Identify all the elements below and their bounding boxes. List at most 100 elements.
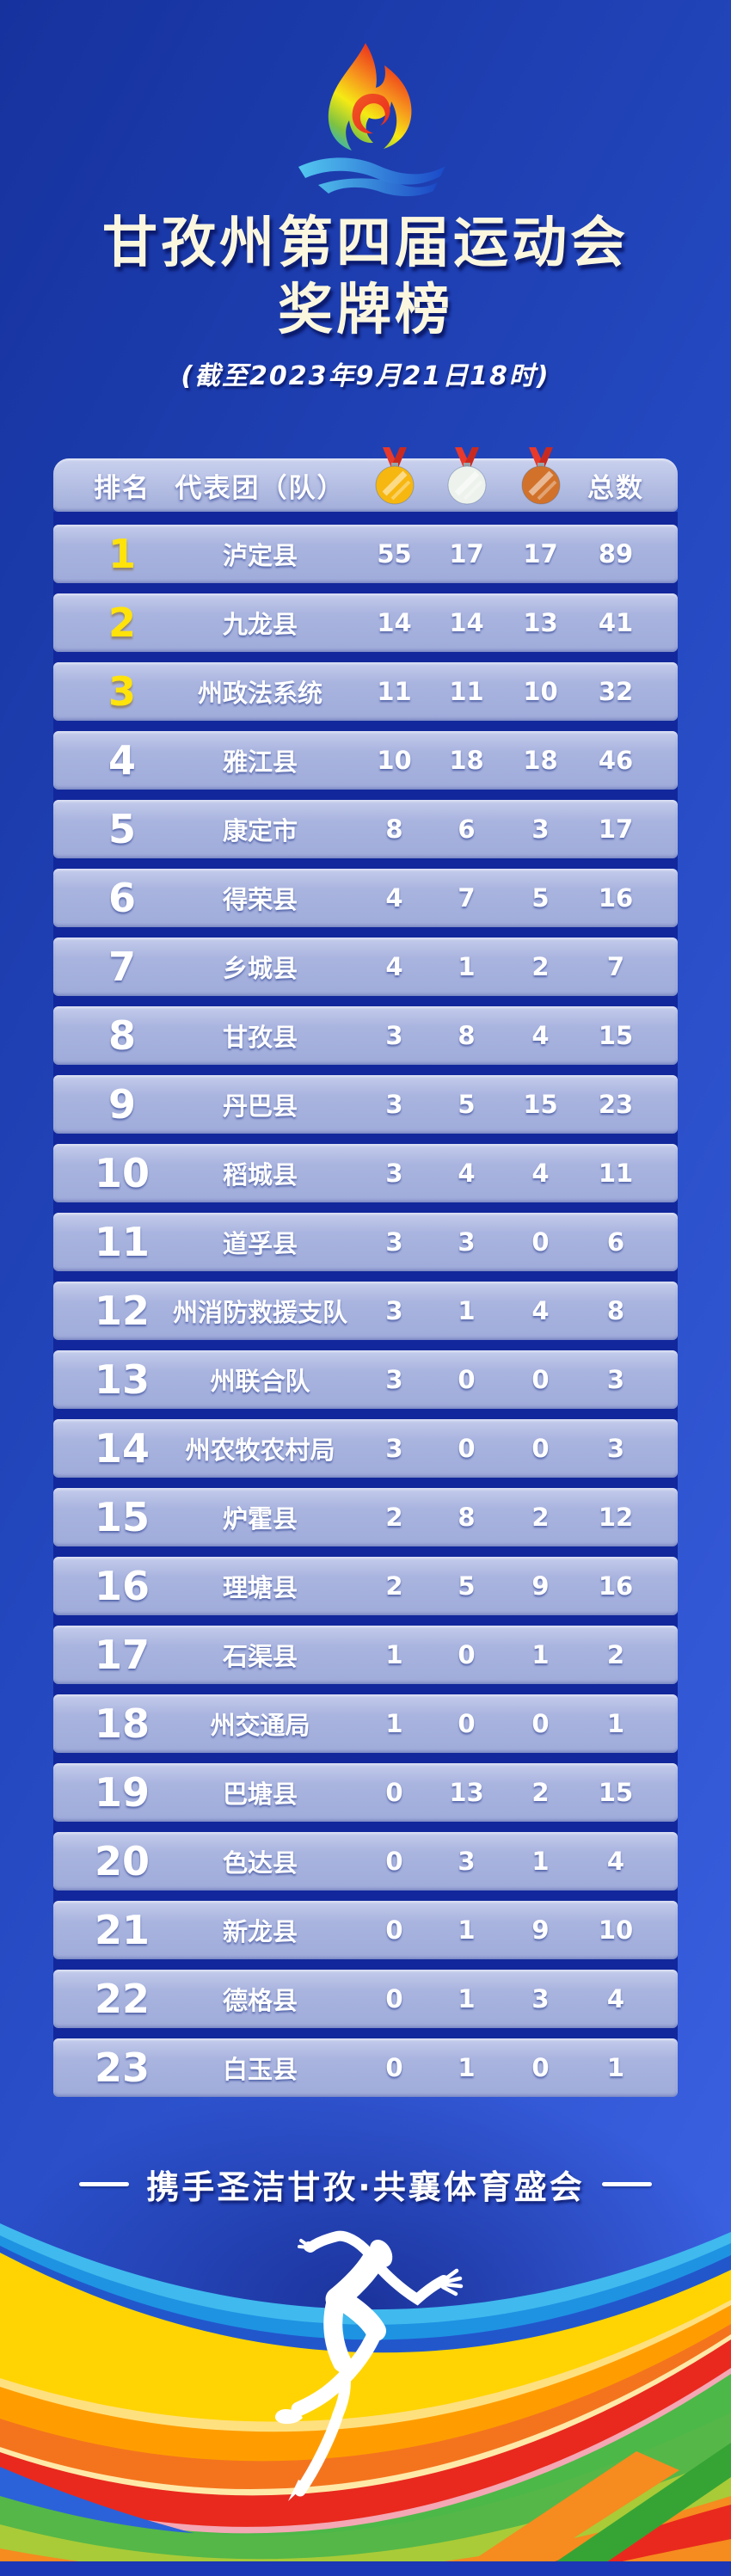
- rank-value: 17: [94, 1632, 150, 1678]
- bronze-count: 2: [531, 1503, 550, 1532]
- team-name: 稻城县: [222, 1160, 298, 1190]
- rank-value: 5: [108, 806, 136, 852]
- team-name: 德格县: [222, 1986, 298, 2015]
- page-title-line1: 甘孜州第四届运动会: [102, 212, 629, 275]
- bronze-count: 0: [531, 1709, 550, 1738]
- team-name: 甘孜县: [222, 1023, 298, 1052]
- table-row: 22 德格县 0 1 3 4: [53, 1970, 678, 2028]
- team-name: 新龙县: [222, 1917, 298, 1946]
- silver-count: 8: [458, 1021, 476, 1050]
- total-count: 41: [598, 608, 634, 637]
- rank-value: 15: [94, 1494, 150, 1540]
- bronze-count: 3: [531, 815, 550, 844]
- team-name: 道孚县: [222, 1229, 298, 1258]
- bronze-count: 0: [531, 1227, 550, 1257]
- gold-count: 3: [385, 1090, 403, 1119]
- rank-column-header: 排名: [94, 472, 150, 504]
- team-name: 炉霍县: [222, 1504, 298, 1534]
- team-name: 州交通局: [210, 1711, 310, 1740]
- team-name: 石渠县: [222, 1642, 298, 1671]
- bronze-count: 13: [523, 608, 558, 637]
- silver-count: 5: [458, 1571, 476, 1601]
- gold-count: 8: [385, 815, 403, 844]
- silver-count: 1: [458, 952, 476, 981]
- table-row: 18 州交通局 1 0 0 1: [53, 1694, 678, 1753]
- gold-count: 3: [385, 1365, 403, 1394]
- silver-count: 11: [449, 677, 484, 706]
- rank-value: 9: [108, 1081, 136, 1128]
- gold-count: 2: [385, 1571, 403, 1601]
- total-count: 32: [598, 677, 634, 706]
- table-row: 10 稻城县 3 4 4 11: [53, 1144, 678, 1202]
- page-title-line2: 奖牌榜: [278, 279, 453, 342]
- total-count: 4: [606, 1847, 625, 1876]
- bronze-count: 4: [531, 1021, 550, 1050]
- gold-count: 1: [385, 1640, 403, 1669]
- table-row: 20 色达县 0 3 1 4: [53, 1832, 678, 1891]
- silver-count: 4: [458, 1159, 476, 1188]
- silver-count: 14: [449, 608, 484, 637]
- gold-count: 3: [385, 1434, 403, 1463]
- total-count: 17: [598, 815, 634, 844]
- gold-count: 1: [385, 1709, 403, 1738]
- rank-value: 7: [108, 944, 136, 990]
- table-row: 3 州政法系统 11 11 10 32: [53, 662, 678, 721]
- rank-value: 22: [94, 1976, 150, 2022]
- table-row: 19 巴塘县 0 13 2 15: [53, 1763, 678, 1822]
- silver-count: 7: [458, 883, 476, 913]
- team-name: 巴塘县: [222, 1780, 298, 1809]
- rank-value: 8: [108, 1012, 136, 1059]
- silver-count: 1: [458, 1915, 476, 1945]
- table-row: 6 得荣县 4 7 5 16: [53, 869, 678, 927]
- gold-column-header: [329, 447, 430, 506]
- silver-count: 1: [458, 1984, 476, 2013]
- total-count: 1: [606, 1709, 625, 1738]
- slogan-dash-right: [601, 2182, 652, 2186]
- bronze-count: 9: [531, 1571, 550, 1601]
- bottom-bar: [0, 2561, 731, 2576]
- team-name: 州消防救援支队: [173, 1298, 348, 1327]
- bronze-count: 4: [531, 1159, 550, 1188]
- runner-icon: [274, 2230, 464, 2501]
- silver-count: 0: [458, 1640, 476, 1669]
- rank-value: 1: [108, 531, 136, 577]
- bronze-medal-icon: [521, 447, 560, 505]
- table-row: 2 九龙县 14 14 13 41: [53, 593, 678, 652]
- silver-count: 13: [449, 1778, 484, 1807]
- rank-value: 21: [94, 1907, 150, 1953]
- slogan-banner: 携手圣洁甘孜·共襄体育盛会: [0, 2161, 731, 2208]
- bronze-count: 1: [531, 1847, 550, 1876]
- total-count: 16: [598, 1571, 634, 1601]
- total-count: 4: [606, 1984, 625, 2013]
- silver-count: 3: [458, 1847, 476, 1876]
- bronze-count: 0: [531, 1365, 550, 1394]
- silver-count: 0: [458, 1434, 476, 1463]
- team-name: 白玉县: [222, 2055, 298, 2084]
- gold-count: 4: [385, 883, 403, 913]
- rank-value: 3: [108, 668, 136, 715]
- rank-value: 19: [94, 1769, 150, 1816]
- silver-count: 1: [458, 2053, 476, 2082]
- rank-value: 16: [94, 1563, 150, 1609]
- silver-count: 8: [458, 1503, 476, 1532]
- bronze-count: 9: [531, 1915, 550, 1945]
- bronze-count: 17: [523, 539, 558, 569]
- gold-count: 3: [385, 1021, 403, 1050]
- team-name: 康定市: [222, 816, 298, 845]
- gold-count: 0: [385, 1915, 403, 1945]
- medal-table: 排名 代表团（队） 总数 1 泸定县 55 17: [53, 447, 678, 2097]
- gold-count: 4: [385, 952, 403, 981]
- silver-count: 0: [458, 1709, 476, 1738]
- gold-count: 14: [377, 608, 412, 637]
- total-count: 10: [598, 1915, 634, 1945]
- team-name: 州农牧农村局: [185, 1436, 335, 1465]
- table-row: 16 理塘县 2 5 9 16: [53, 1557, 678, 1615]
- table-row: 11 道孚县 3 3 0 6: [53, 1213, 678, 1271]
- total-count: 2: [606, 1640, 625, 1669]
- team-name: 理塘县: [222, 1573, 298, 1602]
- bronze-count: 2: [531, 952, 550, 981]
- cutoff-time-subtitle: (截至2023年9月21日18时): [181, 361, 550, 391]
- table-row: 12 州消防救援支队 3 1 4 8: [53, 1282, 678, 1340]
- table-row: 17 石渠县 1 0 1 2: [53, 1626, 678, 1684]
- gold-count: 0: [385, 2053, 403, 2082]
